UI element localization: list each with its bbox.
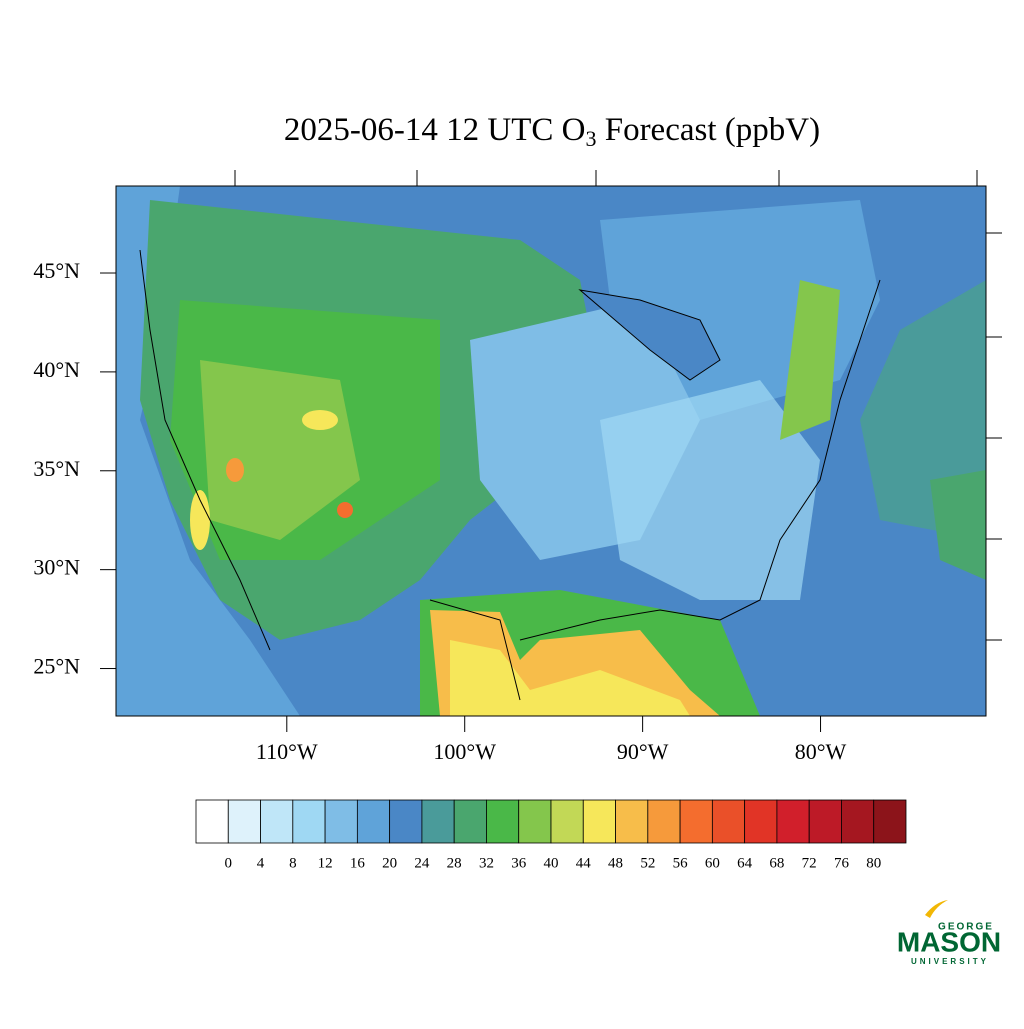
colorbar-box: [292, 799, 326, 844]
colorbar-label: 40: [544, 855, 559, 871]
colorbar-box: [873, 799, 907, 844]
colorbar-label: 0: [225, 855, 233, 871]
map-frame: [115, 185, 987, 717]
lon-label: 90°W: [617, 739, 669, 764]
lat-label: 25°N: [33, 654, 80, 679]
colorbar-label: 28: [447, 855, 462, 871]
colorbar-label: 48: [608, 855, 623, 871]
colorbar-box: [615, 799, 649, 844]
colorbar-label: 12: [318, 855, 333, 871]
colorbar-label: 32: [479, 855, 494, 871]
colorbar-box: [486, 799, 520, 844]
title-subscript: 3: [585, 126, 596, 151]
colorbar-label: 52: [640, 855, 655, 871]
colorbar-box: [356, 799, 391, 844]
colorbar-box: [647, 799, 681, 844]
colorbar-label: 56: [673, 855, 689, 871]
colorbar-box: [550, 799, 584, 844]
colorbar-label: 64: [737, 855, 753, 871]
colorbar-label: 76: [834, 855, 850, 871]
colorbar-box: [260, 799, 294, 844]
title-suffix: Forecast (ppbV): [596, 112, 820, 148]
colorbar-label: 4: [257, 855, 265, 871]
colorbar-box: [324, 799, 358, 844]
colorbar-label: 8: [289, 855, 297, 871]
colorbar-label: 20: [382, 855, 397, 871]
colorbar-label: 44: [576, 855, 592, 871]
colorbar-box: [227, 799, 261, 844]
lat-label: 30°N: [33, 555, 80, 580]
colorbar-box: [808, 799, 842, 844]
lon-label: 110°W: [256, 739, 318, 764]
lat-label: 45°N: [33, 258, 80, 283]
colorbar-box: [582, 799, 616, 844]
colorbar-label: 36: [511, 855, 527, 871]
lon-label: 100°W: [433, 739, 496, 764]
colorbar-box: [518, 799, 552, 844]
colorbar-label: 60: [705, 855, 720, 871]
title-text: 2025-06-14 12 UTC O: [284, 112, 586, 148]
colorbar-label: 16: [350, 855, 366, 871]
logo-top: GEORGE: [938, 922, 994, 933]
colorbar-label: 24: [414, 855, 430, 871]
colorbar-box: [421, 799, 455, 844]
colorbar-box: [744, 799, 778, 844]
lat-label: 40°N: [33, 357, 80, 382]
colorbar-box: [776, 799, 810, 844]
colorbar-label: 80: [866, 855, 881, 871]
lat-label: 35°N: [33, 456, 80, 481]
colorbar-box: [195, 799, 229, 844]
colorbar-box: [679, 799, 713, 844]
colorbar-box: [711, 799, 746, 844]
colorbar-label: 68: [769, 855, 784, 871]
colorbar-box: [841, 799, 875, 844]
colorbar-box: [453, 799, 487, 844]
logo: GEORGE MASON UNIVERSITY: [897, 900, 1001, 966]
projection-ticks: [234, 170, 1002, 641]
ozone-field: [116, 186, 986, 716]
logo-main: MASON: [897, 926, 1001, 957]
logo-bottom: UNIVERSITY: [911, 957, 989, 966]
lon-label: 80°W: [795, 739, 847, 764]
colorbar-box: [389, 799, 423, 844]
map-title: 2025-06-14 12 UTC O3 Forecast (ppbV): [284, 112, 820, 151]
colorbar-label: 72: [802, 855, 817, 871]
